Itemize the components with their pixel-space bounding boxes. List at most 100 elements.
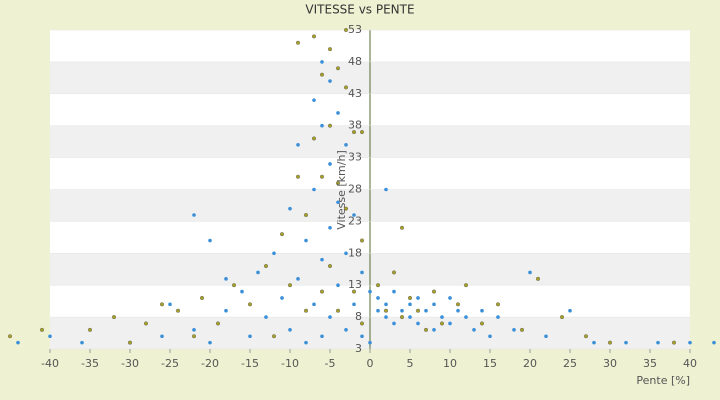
y-axis-label: Vitesse [km/h]	[335, 150, 348, 230]
point	[296, 143, 300, 147]
point	[288, 328, 292, 332]
point	[336, 181, 341, 186]
point	[384, 187, 388, 192]
point	[688, 340, 692, 345]
point	[464, 283, 469, 288]
point	[336, 308, 341, 313]
point	[376, 308, 380, 313]
point	[408, 315, 412, 319]
point	[304, 308, 309, 313]
point	[408, 295, 413, 300]
point	[352, 213, 356, 217]
point	[16, 340, 20, 345]
point	[656, 340, 660, 345]
point	[528, 270, 532, 275]
point	[296, 174, 301, 179]
point	[328, 123, 333, 128]
point	[320, 257, 324, 262]
point	[456, 308, 460, 313]
point	[48, 334, 52, 339]
point	[432, 328, 436, 332]
point	[336, 200, 340, 205]
point	[360, 238, 365, 243]
point	[448, 321, 452, 326]
point	[344, 328, 348, 332]
point	[360, 334, 364, 339]
point	[376, 296, 380, 300]
point	[592, 340, 596, 345]
point	[312, 187, 316, 192]
point	[472, 328, 476, 332]
point	[40, 327, 45, 332]
point	[512, 328, 516, 332]
point	[280, 232, 285, 237]
point	[376, 283, 381, 288]
point	[159, 302, 164, 307]
point	[344, 143, 348, 147]
point	[368, 289, 372, 294]
point	[208, 238, 212, 243]
point	[264, 264, 269, 269]
x-tick-label: 30	[603, 357, 617, 370]
y-tick-label: 43	[348, 87, 362, 100]
point	[432, 302, 436, 307]
point	[328, 162, 332, 166]
point	[160, 334, 164, 339]
point	[328, 225, 332, 230]
point	[368, 340, 372, 345]
point	[496, 315, 500, 319]
point	[328, 315, 332, 319]
point	[424, 308, 428, 313]
point	[416, 321, 420, 326]
point	[304, 340, 308, 345]
point	[280, 296, 284, 300]
y-tick-label: 3	[355, 342, 362, 355]
point	[192, 328, 196, 332]
point	[344, 28, 349, 33]
point	[264, 315, 268, 319]
point	[208, 340, 212, 345]
point	[175, 308, 180, 313]
point	[344, 85, 349, 90]
point	[400, 315, 405, 320]
x-tick-label: -35	[81, 357, 99, 370]
point	[312, 98, 316, 102]
point	[456, 302, 461, 307]
x-tick-label: 10	[443, 357, 457, 370]
x-tick-label: -5	[325, 357, 336, 370]
y-tick-label: 8	[355, 310, 362, 323]
point	[360, 130, 365, 135]
point	[536, 276, 541, 281]
point	[320, 60, 324, 64]
point	[256, 270, 260, 275]
x-tick-label: 0	[367, 357, 374, 370]
point	[336, 66, 341, 71]
chart-title: VITESSE vs PENTE	[305, 3, 414, 17]
point	[544, 334, 548, 339]
point	[360, 321, 365, 326]
point	[440, 321, 445, 326]
x-tick-label: -10	[281, 357, 299, 370]
point	[352, 302, 356, 307]
point	[496, 302, 501, 307]
point	[7, 334, 12, 339]
point	[440, 315, 444, 319]
x-tick-label: 20	[523, 357, 537, 370]
point	[199, 295, 204, 300]
x-tick-label: -15	[241, 357, 259, 370]
point	[288, 283, 293, 288]
point	[584, 334, 589, 339]
point	[320, 123, 324, 128]
point	[344, 206, 349, 211]
point	[192, 213, 196, 217]
point	[248, 334, 252, 339]
point	[312, 34, 317, 39]
point	[304, 213, 309, 218]
x-axis-label: Pente [%]	[636, 374, 690, 387]
point	[111, 315, 116, 320]
point	[87, 327, 92, 332]
point	[336, 283, 340, 288]
points	[7, 28, 716, 345]
y-tick-label: 13	[348, 278, 362, 291]
point	[247, 302, 252, 307]
